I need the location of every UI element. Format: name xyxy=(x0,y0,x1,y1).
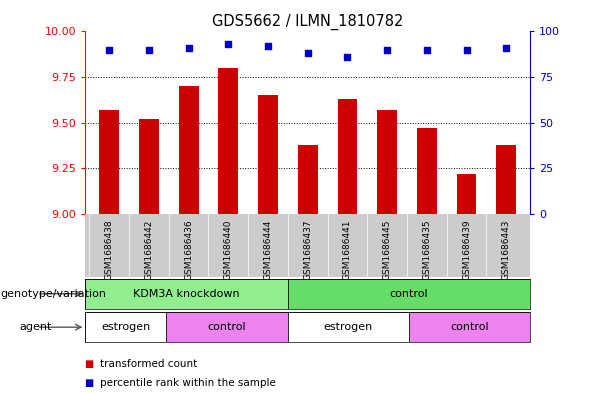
Bar xyxy=(417,128,437,214)
Bar xyxy=(287,312,409,342)
Point xyxy=(184,45,193,51)
Text: GSM1686438: GSM1686438 xyxy=(105,219,114,280)
Text: control: control xyxy=(389,289,428,299)
Text: GSM1686443: GSM1686443 xyxy=(502,219,511,280)
Point xyxy=(502,45,511,51)
Bar xyxy=(287,279,530,309)
Title: GDS5662 / ILMN_1810782: GDS5662 / ILMN_1810782 xyxy=(212,14,403,30)
Point xyxy=(422,46,432,53)
Point xyxy=(303,50,312,57)
Text: GSM1686436: GSM1686436 xyxy=(184,219,193,280)
Point xyxy=(343,54,352,60)
Text: GSM1686440: GSM1686440 xyxy=(224,219,233,280)
Text: GSM1686444: GSM1686444 xyxy=(263,219,273,279)
Bar xyxy=(337,99,358,214)
Bar xyxy=(497,145,516,214)
Bar xyxy=(85,279,287,309)
Text: GSM1686437: GSM1686437 xyxy=(303,219,312,280)
Text: GSM1686442: GSM1686442 xyxy=(144,219,153,279)
Text: control: control xyxy=(450,322,489,332)
Point xyxy=(382,46,392,53)
Point xyxy=(104,46,114,53)
Text: control: control xyxy=(207,322,246,332)
Bar xyxy=(100,110,119,214)
Bar xyxy=(377,110,397,214)
Text: agent: agent xyxy=(19,322,52,332)
Text: ■: ■ xyxy=(85,358,98,369)
Text: percentile rank within the sample: percentile rank within the sample xyxy=(100,378,276,388)
Text: genotype/variation: genotype/variation xyxy=(1,289,107,299)
Text: estrogen: estrogen xyxy=(101,322,150,332)
Bar xyxy=(166,312,287,342)
Bar xyxy=(298,145,317,214)
Text: ■: ■ xyxy=(85,378,98,388)
Point xyxy=(462,46,471,53)
Bar xyxy=(409,312,530,342)
Bar xyxy=(258,95,278,214)
Text: transformed count: transformed count xyxy=(100,358,197,369)
Bar xyxy=(139,119,159,214)
Text: GSM1686439: GSM1686439 xyxy=(462,219,471,280)
Point xyxy=(263,43,273,49)
Text: estrogen: estrogen xyxy=(323,322,373,332)
Text: GSM1686435: GSM1686435 xyxy=(422,219,431,280)
Point xyxy=(144,46,154,53)
Text: GSM1686445: GSM1686445 xyxy=(383,219,392,280)
Bar xyxy=(85,312,166,342)
Point xyxy=(224,41,233,48)
Bar xyxy=(219,68,239,214)
Text: GSM1686441: GSM1686441 xyxy=(343,219,352,280)
Text: KDM3A knockdown: KDM3A knockdown xyxy=(133,289,240,299)
Bar xyxy=(456,174,477,214)
Bar xyxy=(178,86,198,214)
